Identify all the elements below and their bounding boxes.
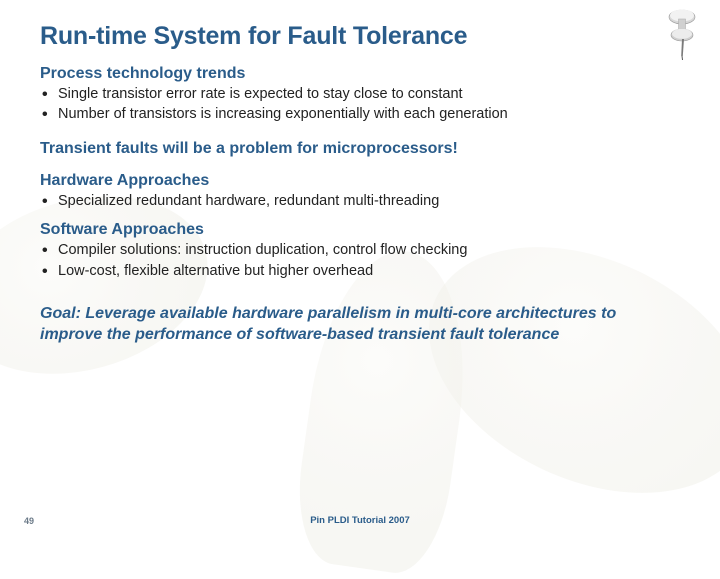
goal-text: Leverage available hardware parallelism … [40,305,616,344]
footer-text: Pin PLDI Tutorial 2007 [0,515,720,526]
page-number: 49 [24,516,34,526]
section-heading-hardware: Hardware Approaches [40,172,680,190]
pushpin-icon [658,6,708,62]
bullet-list-hardware: Specialized redundant hardware, redundan… [40,192,680,211]
list-item: Number of transistors is increasing expo… [40,105,680,124]
bullet-list-trends: Single transistor error rate is expected… [40,85,680,124]
list-item: Specialized redundant hardware, redundan… [40,192,680,211]
slide-footer: 49 Pin PLDI Tutorial 2007 [0,515,720,526]
list-item: Low-cost, flexible alternative but highe… [40,262,680,281]
goal-paragraph: Goal: Leverage available hardware parall… [40,303,680,346]
list-item: Compiler solutions: instruction duplicat… [40,241,680,260]
slide-title: Run-time System for Fault Tolerance [40,22,680,51]
list-item: Single transistor error rate is expected… [40,85,680,104]
statement-text: Transient faults will be a problem for m… [40,140,680,158]
bullet-list-software: Compiler solutions: instruction duplicat… [40,241,680,280]
section-heading-software: Software Approaches [40,221,680,239]
section-heading-trends: Process technology trends [40,65,680,83]
slide-content: Run-time System for Fault Tolerance Proc… [0,0,720,346]
goal-label: Goal: [40,305,81,322]
